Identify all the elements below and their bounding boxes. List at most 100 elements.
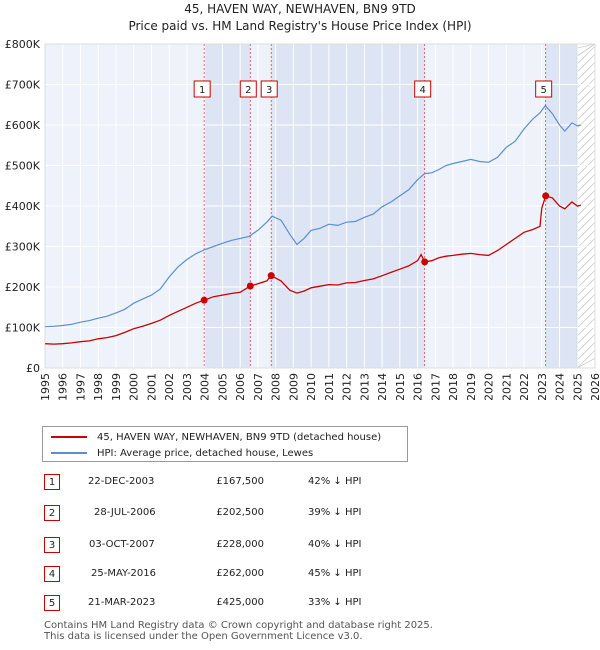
sale-label-box bbox=[193, 80, 211, 98]
x-tick-label: 1996 bbox=[57, 373, 70, 400]
sale-label-number: 2 bbox=[245, 85, 251, 96]
x-tick-label: 2016 bbox=[412, 373, 425, 400]
transaction-number-badge: 4 bbox=[44, 566, 60, 582]
future-hatch-line bbox=[576, 237, 596, 257]
transaction-price: £202,500 bbox=[216, 507, 264, 518]
sale-label-number: 5 bbox=[540, 85, 546, 96]
y-tick-label: £800K bbox=[5, 38, 41, 51]
future-hatch-line bbox=[576, 245, 596, 265]
x-tick-label: 2009 bbox=[287, 373, 300, 400]
y-tick-label: £0 bbox=[26, 362, 40, 375]
sale-label-box bbox=[535, 80, 553, 98]
x-tick-label: 2018 bbox=[447, 373, 460, 400]
x-tick-label: 2021 bbox=[500, 373, 513, 400]
x-tick-label: 2014 bbox=[376, 373, 389, 400]
sale-label-number: 1 bbox=[199, 85, 205, 96]
x-tick-label: 2025 bbox=[571, 373, 584, 400]
transaction-number-badge: 1 bbox=[44, 474, 60, 490]
chart-legend: 45, HAVEN WAY, NEWHAVEN, BN9 9TD (detach… bbox=[42, 426, 408, 462]
future-hatch-line bbox=[576, 229, 596, 249]
transaction-hpi-diff: 39% ↓ HPI bbox=[308, 507, 362, 518]
x-tick-label: 2015 bbox=[394, 373, 407, 400]
legend-label-hpi: HPI: Average price, detached house, Lewe… bbox=[97, 447, 314, 459]
future-hatch-line bbox=[576, 69, 596, 89]
future-hatch-line bbox=[576, 93, 596, 113]
future-hatch-line bbox=[576, 197, 596, 217]
x-tick-label: 2007 bbox=[252, 373, 265, 400]
sale-point-marker bbox=[542, 192, 550, 200]
future-hatch-line bbox=[576, 301, 596, 321]
transaction-price: £425,000 bbox=[216, 597, 264, 608]
future-hatch-line bbox=[576, 165, 596, 185]
footer-attribution: Contains HM Land Registry data © Crown c… bbox=[44, 620, 433, 642]
sale-point-marker bbox=[246, 282, 254, 290]
y-tick-label: £600K bbox=[5, 119, 41, 132]
x-tick-label: 2022 bbox=[518, 373, 531, 400]
x-tick-label: 2005 bbox=[216, 373, 229, 400]
future-hatch-line bbox=[576, 117, 596, 137]
x-tick-label: 2019 bbox=[465, 373, 478, 400]
transaction-price: £167,500 bbox=[216, 476, 264, 487]
x-tick-label: 2024 bbox=[554, 373, 567, 400]
future-hatch-line bbox=[576, 325, 596, 345]
future-hatch-line bbox=[576, 45, 596, 65]
y-tick-label: £100K bbox=[5, 322, 41, 335]
transaction-hpi-diff: 33% ↓ HPI bbox=[308, 597, 362, 608]
future-hatch-line bbox=[576, 333, 596, 353]
price-chart: 45, HAVEN WAY, NEWHAVEN, BN9 9TD Price p… bbox=[5, 2, 600, 400]
future-hatch-line bbox=[576, 173, 596, 193]
x-tick-label: 2010 bbox=[305, 373, 318, 400]
sale-label-box bbox=[414, 80, 432, 98]
sale-point-marker bbox=[200, 296, 208, 304]
y-tick-label: £500K bbox=[5, 160, 41, 173]
footer-copyright: Contains HM Land Registry data © Crown c… bbox=[44, 620, 433, 631]
future-hatch-line bbox=[577, 357, 596, 369]
x-tick-label: 1995 bbox=[39, 373, 52, 400]
transaction-number-badge: 2 bbox=[44, 505, 60, 521]
future-hatch-line bbox=[576, 101, 596, 121]
transaction-price: £228,000 bbox=[216, 539, 264, 550]
x-tick-label: 2017 bbox=[429, 373, 442, 400]
x-tick-label: 2012 bbox=[341, 373, 354, 400]
future-hatch-line bbox=[576, 181, 596, 201]
transaction-hpi-diff: 45% ↓ HPI bbox=[308, 568, 362, 579]
x-tick-label: 2000 bbox=[128, 373, 141, 400]
sale-label-number: 3 bbox=[266, 85, 272, 96]
future-hatch-line bbox=[576, 285, 596, 305]
transaction-number-badge: 5 bbox=[44, 595, 60, 611]
sale-point-marker bbox=[267, 272, 275, 280]
future-hatch-line bbox=[576, 221, 596, 241]
future-hatch-line bbox=[576, 141, 596, 161]
future-hatch-line bbox=[576, 125, 596, 145]
x-tick-label: 2003 bbox=[181, 373, 194, 400]
future-hatch-line bbox=[576, 261, 596, 281]
future-hatch-line bbox=[576, 309, 596, 329]
y-tick-label: £200K bbox=[5, 281, 41, 294]
transaction-date: 28-JUL-2006 bbox=[94, 507, 156, 518]
transaction-hpi-diff: 42% ↓ HPI bbox=[308, 476, 362, 487]
x-tick-label: 2001 bbox=[145, 373, 158, 400]
sale-label-number: 4 bbox=[419, 85, 425, 96]
y-tick-label: £400K bbox=[5, 200, 41, 213]
property-series-line bbox=[44, 195, 581, 345]
chart-subtitle: Price paid vs. HM Land Registry's House … bbox=[128, 19, 471, 33]
transaction-date: 25-MAY-2016 bbox=[91, 568, 157, 579]
legend-item-hpi: HPI: Average price, detached house, Lewe… bbox=[51, 445, 313, 461]
x-tick-label: 2023 bbox=[536, 373, 549, 400]
future-hatch-line bbox=[576, 253, 596, 273]
transaction-price: £262,000 bbox=[216, 568, 264, 579]
future-hatch-line bbox=[576, 61, 596, 81]
transaction-hpi-diff: 40% ↓ HPI bbox=[308, 539, 362, 550]
sale-label-box bbox=[239, 80, 257, 98]
transaction-date: 21-MAR-2023 bbox=[88, 597, 156, 608]
y-tick-label: £300K bbox=[5, 241, 41, 254]
sale-label-box bbox=[260, 80, 278, 98]
future-hatch-line bbox=[576, 341, 596, 361]
x-tick-label: 1997 bbox=[74, 373, 87, 400]
x-tick-label: 2006 bbox=[234, 373, 247, 400]
transaction-number-badge: 3 bbox=[44, 537, 60, 553]
future-hatch-line bbox=[576, 269, 596, 289]
x-tick-label: 1999 bbox=[110, 373, 123, 400]
future-hatch-line bbox=[576, 349, 596, 369]
hpi-series-line bbox=[44, 104, 581, 328]
